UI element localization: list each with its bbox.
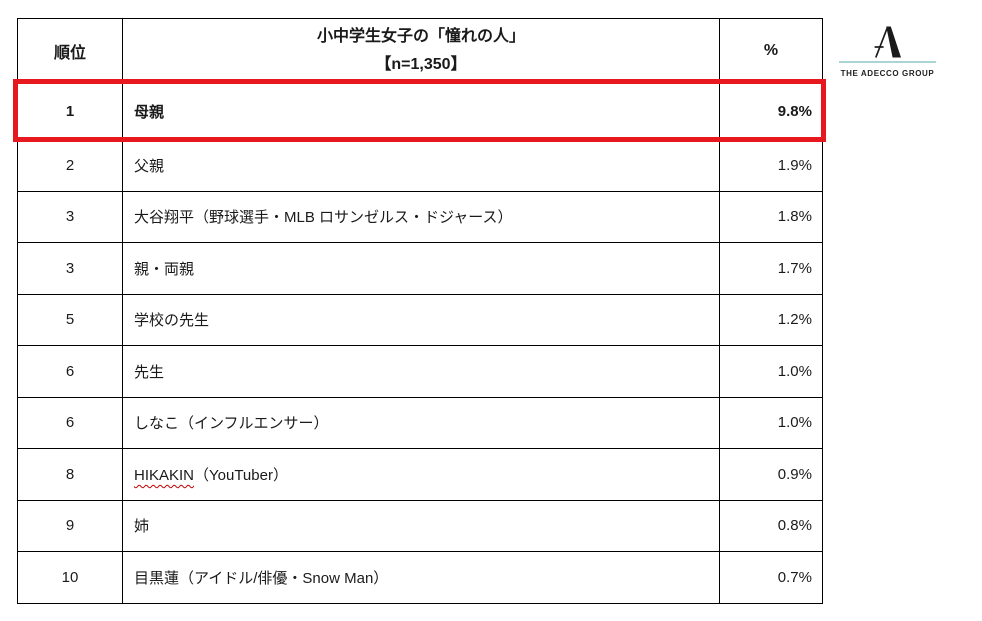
item-cell: 大谷翔平（野球選手・MLB ロサンゼルス・ドジャース）: [122, 190, 720, 243]
item-label: しなこ（インフルエンサー）: [134, 415, 329, 433]
rank-column-header: 順位: [17, 18, 123, 83]
item-cell: 母親: [122, 82, 720, 140]
percent-cell: 1.7%: [719, 242, 823, 295]
percent-column-header: %: [719, 18, 823, 83]
item-cell: 姉: [122, 499, 720, 552]
item-column-header: 小中学生女子の「憧れの人」 【n=1,350】: [122, 18, 720, 83]
item-cell: 先生: [122, 345, 720, 398]
item-cell: 目黒蓮（アイドル/俳優・Snow Man）: [122, 551, 720, 604]
rank-cell: 6: [17, 345, 123, 398]
percent-cell: 9.8%: [719, 82, 823, 140]
item-label: 父親: [134, 157, 165, 175]
table-row: 3 親・両親 1.7%: [17, 242, 823, 295]
percent-cell: 1.0%: [719, 396, 823, 449]
survey-title: 小中学生女子の「憧れの人」: [316, 27, 525, 45]
rank-cell: 1: [17, 82, 123, 140]
rank-cell: 8: [17, 448, 123, 501]
item-label: 先生: [134, 363, 165, 381]
percent-cell: 1.9%: [719, 139, 823, 192]
percent-cell: 1.8%: [719, 190, 823, 243]
adecco-group-logo: THE ADECCO GROUP: [839, 26, 936, 78]
item-cell: HIKAKIN（YouTuber）: [122, 448, 720, 501]
table-header: 順位 小中学生女子の「憧れの人」 【n=1,350】 %: [17, 18, 823, 83]
rank-cell: 3: [17, 190, 123, 243]
item-label: 大谷翔平（野球選手・MLB ロサンゼルス・ドジャース）: [134, 209, 513, 227]
percent-cell: 1.2%: [719, 293, 823, 346]
sample-size: 【n=1,350】: [375, 55, 467, 73]
table-row: 9 姉 0.8%: [17, 499, 823, 552]
table-row: 8 HIKAKIN（YouTuber） 0.9%: [17, 448, 823, 501]
table-body: 1 母親 9.8% 2 父親 1.9% 3 大谷翔平（野球選手・MLB ロサンゼルス・ドジャー…: [17, 82, 823, 604]
rank-cell: 3: [17, 242, 123, 295]
item-label: 親・両親: [134, 260, 195, 278]
item-label-spellcheck: HIKAKIN: [134, 466, 195, 484]
logo-teal-rule: [839, 61, 936, 63]
item-label: 姉: [134, 518, 150, 536]
item-cell: 父親: [122, 139, 720, 192]
rank-cell: 6: [17, 396, 123, 449]
adecco-a-icon: [874, 26, 901, 58]
ranking-table: 順位 小中学生女子の「憧れの人」 【n=1,350】 % 1 母親 9.8% 2 父親 1…: [17, 18, 823, 604]
rank-cell: 10: [17, 551, 123, 604]
header-row: 順位 小中学生女子の「憧れの人」 【n=1,350】 %: [17, 18, 823, 83]
item-label: 母親: [134, 103, 165, 121]
table-row: 6 先生 1.0%: [17, 345, 823, 398]
table-row: 10 目黒蓮（アイドル/俳優・Snow Man） 0.7%: [17, 551, 823, 604]
rank-cell: 9: [17, 499, 123, 552]
table-row: 5 学校の先生 1.2%: [17, 293, 823, 346]
item-cell: しなこ（インフルエンサー）: [122, 396, 720, 449]
ranking-table-container: 順位 小中学生女子の「憧れの人」 【n=1,350】 % 1 母親 9.8% 2 父親 1…: [13, 18, 826, 604]
table-row: 3 大谷翔平（野球選手・MLB ロサンゼルス・ドジャース） 1.8%: [17, 190, 823, 243]
logo-wordmark: THE ADECCO GROUP: [840, 69, 935, 78]
rank-cell: 5: [17, 293, 123, 346]
item-label: 学校の先生: [134, 312, 210, 330]
table-row: 1 母親 9.8%: [17, 82, 823, 140]
item-label: （YouTuber）: [194, 466, 288, 484]
item-cell: 親・両親: [122, 242, 720, 295]
percent-cell: 0.7%: [719, 551, 823, 604]
percent-cell: 1.0%: [719, 345, 823, 398]
item-cell: 学校の先生: [122, 293, 720, 346]
table-row: 6 しなこ（インフルエンサー） 1.0%: [17, 396, 823, 449]
percent-cell: 0.9%: [719, 448, 823, 501]
rank-cell: 2: [17, 139, 123, 192]
table-row: 2 父親 1.9%: [17, 139, 823, 192]
item-label: 目黒蓮（アイドル/俳優・Snow Man）: [134, 569, 389, 587]
percent-cell: 0.8%: [719, 499, 823, 552]
